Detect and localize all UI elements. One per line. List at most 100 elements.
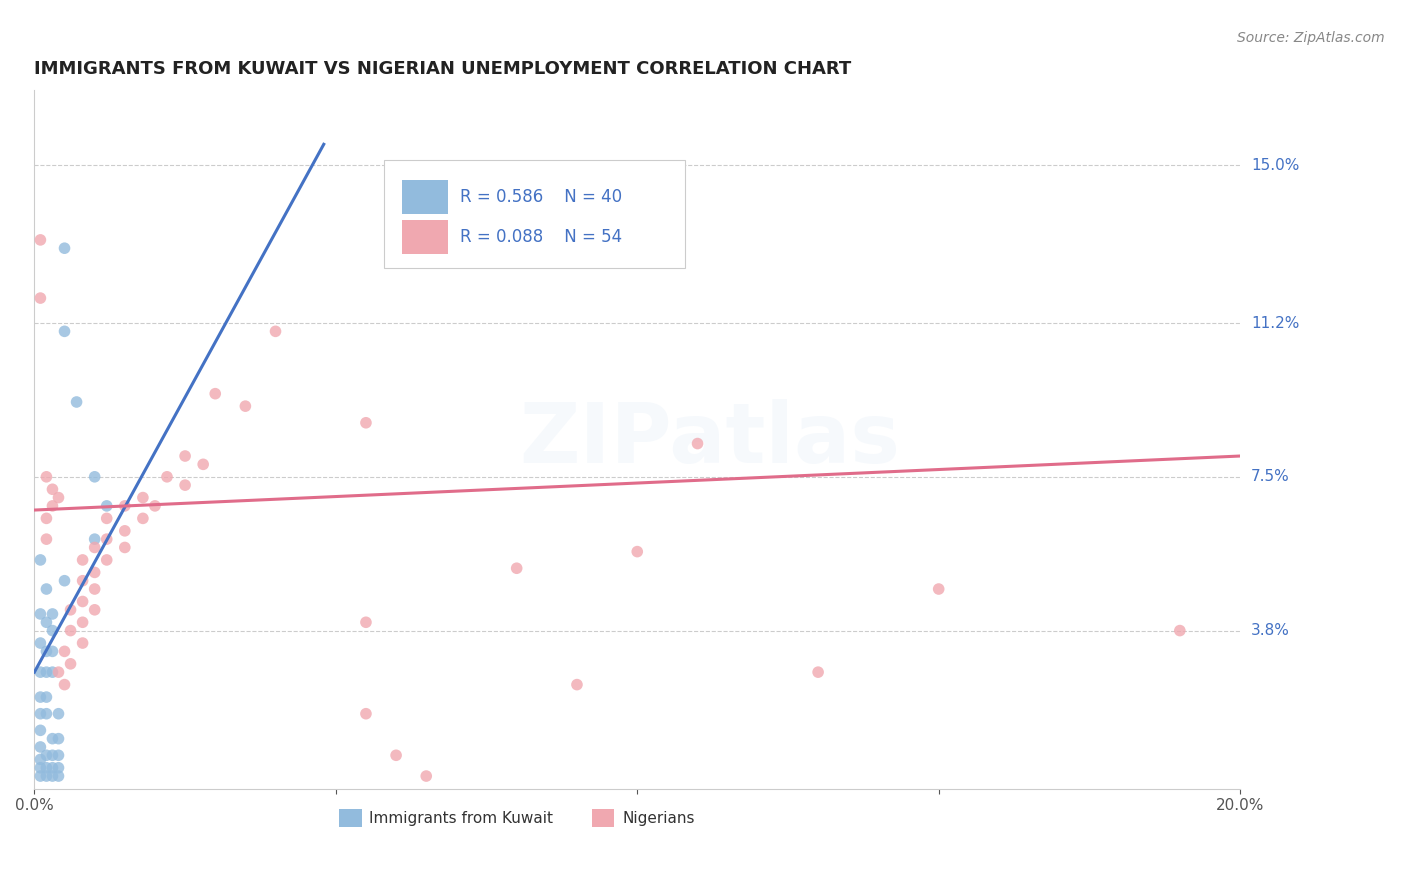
- Point: [354, 706, 377, 721]
- Point: [65, 395, 87, 409]
- Point: [35, 665, 58, 680]
- Point: [114, 541, 136, 555]
- Point: [41, 483, 63, 497]
- Text: R = 0.088    N = 54: R = 0.088 N = 54: [460, 227, 621, 246]
- Point: [96, 511, 118, 525]
- Point: [30, 607, 52, 621]
- Point: [35, 761, 58, 775]
- Point: [48, 706, 70, 721]
- Point: [48, 748, 70, 763]
- Point: [132, 511, 155, 525]
- Text: 7.5%: 7.5%: [1251, 469, 1289, 484]
- Point: [686, 436, 709, 450]
- Text: R = 0.586    N = 40: R = 0.586 N = 40: [460, 188, 621, 206]
- Point: [30, 553, 52, 567]
- Point: [30, 690, 52, 704]
- Point: [30, 291, 52, 305]
- Point: [204, 386, 226, 401]
- Point: [53, 241, 76, 255]
- Legend: Immigrants from Kuwait, Nigerians: Immigrants from Kuwait, Nigerians: [333, 803, 700, 833]
- Point: [1168, 624, 1191, 638]
- Point: [114, 499, 136, 513]
- Point: [174, 449, 197, 463]
- Point: [30, 636, 52, 650]
- Point: [174, 478, 197, 492]
- Point: [807, 665, 830, 680]
- Point: [30, 706, 52, 721]
- Point: [83, 541, 105, 555]
- Point: [41, 769, 63, 783]
- Point: [264, 324, 287, 338]
- FancyBboxPatch shape: [384, 160, 686, 268]
- Point: [53, 574, 76, 588]
- Point: [53, 324, 76, 338]
- Point: [35, 470, 58, 484]
- Text: Source: ZipAtlas.com: Source: ZipAtlas.com: [1237, 31, 1385, 45]
- Point: [156, 470, 179, 484]
- Point: [193, 458, 215, 472]
- Point: [565, 678, 588, 692]
- Point: [41, 644, 63, 658]
- Point: [41, 748, 63, 763]
- Point: [53, 678, 76, 692]
- Text: ZIPatlas: ZIPatlas: [519, 399, 900, 480]
- Point: [30, 233, 52, 247]
- Point: [83, 470, 105, 484]
- Point: [72, 574, 94, 588]
- Point: [72, 553, 94, 567]
- Point: [41, 761, 63, 775]
- Point: [30, 769, 52, 783]
- Point: [35, 748, 58, 763]
- Point: [35, 582, 58, 596]
- Point: [415, 769, 437, 783]
- Point: [72, 636, 94, 650]
- Point: [235, 399, 257, 413]
- Point: [48, 761, 70, 775]
- Point: [30, 761, 52, 775]
- Point: [30, 665, 52, 680]
- Point: [35, 615, 58, 630]
- Point: [385, 748, 408, 763]
- Point: [35, 706, 58, 721]
- Point: [35, 511, 58, 525]
- Point: [35, 690, 58, 704]
- Point: [41, 607, 63, 621]
- Point: [96, 499, 118, 513]
- Point: [48, 731, 70, 746]
- Point: [626, 544, 648, 558]
- Point: [385, 208, 408, 222]
- Point: [35, 769, 58, 783]
- Point: [83, 532, 105, 546]
- Point: [928, 582, 950, 596]
- Point: [59, 603, 82, 617]
- Point: [59, 657, 82, 671]
- Point: [48, 769, 70, 783]
- Point: [35, 644, 58, 658]
- Point: [59, 624, 82, 638]
- Point: [83, 603, 105, 617]
- Point: [48, 665, 70, 680]
- Point: [72, 615, 94, 630]
- Point: [96, 553, 118, 567]
- Point: [30, 723, 52, 738]
- Text: IMMIGRANTS FROM KUWAIT VS NIGERIAN UNEMPLOYMENT CORRELATION CHART: IMMIGRANTS FROM KUWAIT VS NIGERIAN UNEMP…: [34, 60, 852, 78]
- Point: [354, 416, 377, 430]
- Point: [35, 532, 58, 546]
- Point: [354, 615, 377, 630]
- Point: [505, 561, 527, 575]
- FancyBboxPatch shape: [402, 220, 449, 253]
- Point: [53, 644, 76, 658]
- Point: [41, 499, 63, 513]
- Point: [30, 752, 52, 766]
- Text: 11.2%: 11.2%: [1251, 316, 1299, 331]
- Point: [96, 532, 118, 546]
- Point: [72, 594, 94, 608]
- Point: [41, 731, 63, 746]
- Point: [83, 582, 105, 596]
- Point: [48, 491, 70, 505]
- Point: [30, 739, 52, 754]
- Point: [143, 499, 166, 513]
- FancyBboxPatch shape: [402, 180, 449, 214]
- Point: [41, 665, 63, 680]
- Point: [446, 208, 468, 222]
